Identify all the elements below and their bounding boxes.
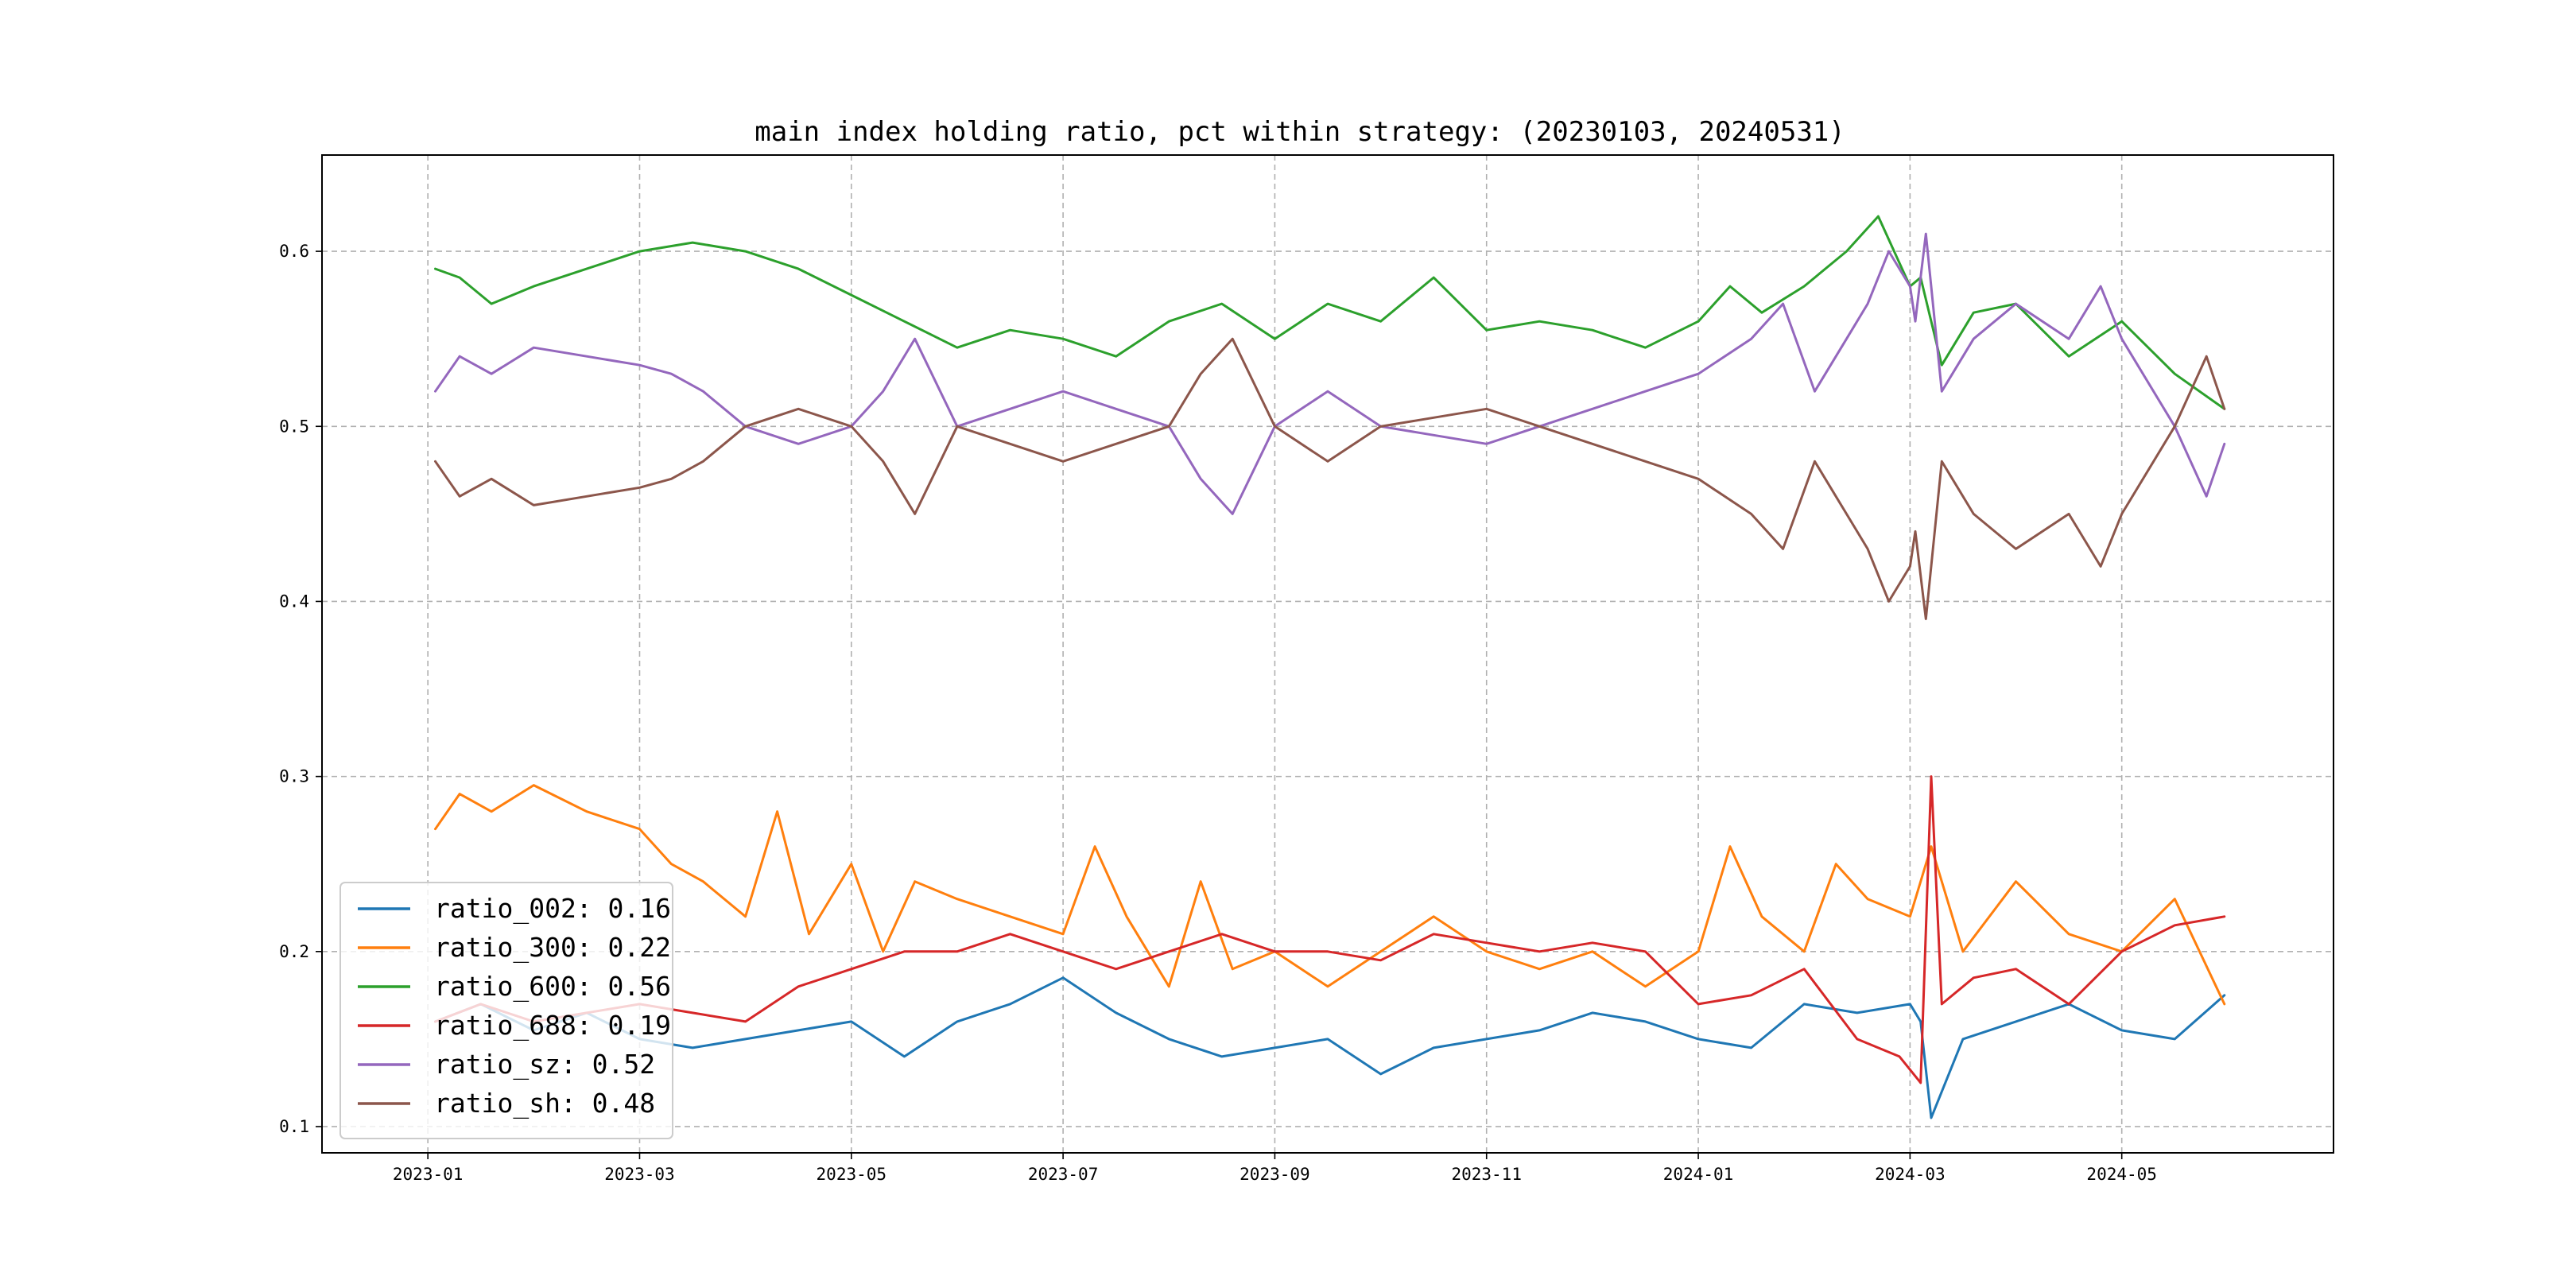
- legend-box: [339, 882, 673, 1139]
- x-tick-label: 2023-09: [1240, 1165, 1310, 1184]
- x-tick-label: 2024-05: [2086, 1165, 2157, 1184]
- x-tick-label: 2023-07: [1028, 1165, 1099, 1184]
- chart-title: main index holding ratio, pct within str…: [755, 116, 1845, 148]
- plot-area-frame: [321, 154, 2334, 1154]
- series-line-ratio-600: [434, 215, 2226, 410]
- x-tick-label: 2023-05: [817, 1165, 887, 1184]
- axes: 2023-01 2023-03 2023-05 2023-07 2023-09 2023-…: [279, 242, 2157, 1184]
- y-tick-label: 0.2: [279, 942, 309, 961]
- y-tick-label: 0.6: [279, 242, 309, 261]
- legend-label: ratio_002: 0.16: [434, 893, 671, 925]
- y-tick-label: 0.1: [279, 1117, 309, 1136]
- series-line-ratio-688: [434, 775, 2226, 1084]
- x-tick-label: 2024-03: [1875, 1165, 1946, 1184]
- series-line-ratio-sh: [434, 337, 2226, 620]
- series-line-ratio-sz: [434, 232, 2226, 515]
- series-line-ratio-300: [434, 784, 2226, 1006]
- y-tick-label: 0.5: [279, 417, 309, 436]
- legend: ratio_002: 0.16 ratio_300: 0.22 ratio_600:…: [339, 882, 673, 1139]
- y-tick-label: 0.3: [279, 767, 309, 786]
- y-tick-label: 0.4: [279, 592, 309, 611]
- legend-label: ratio_sz: 0.52: [434, 1049, 655, 1080]
- legend-label: ratio_300: 0.22: [434, 932, 671, 964]
- x-tick-label: 2023-11: [1451, 1165, 1522, 1184]
- legend-label: ratio_688: 0.19: [434, 1010, 671, 1042]
- series-lines: [434, 215, 2226, 1119]
- x-tick-label: 2024-01: [1663, 1165, 1734, 1184]
- legend-label: ratio_600: 0.56: [434, 971, 671, 1003]
- x-tick-label: 2023-03: [604, 1165, 675, 1184]
- legend-label: ratio_sh: 0.48: [434, 1088, 655, 1119]
- x-tick-label: 2023-01: [393, 1165, 464, 1184]
- series-line-ratio-002: [434, 976, 2226, 1119]
